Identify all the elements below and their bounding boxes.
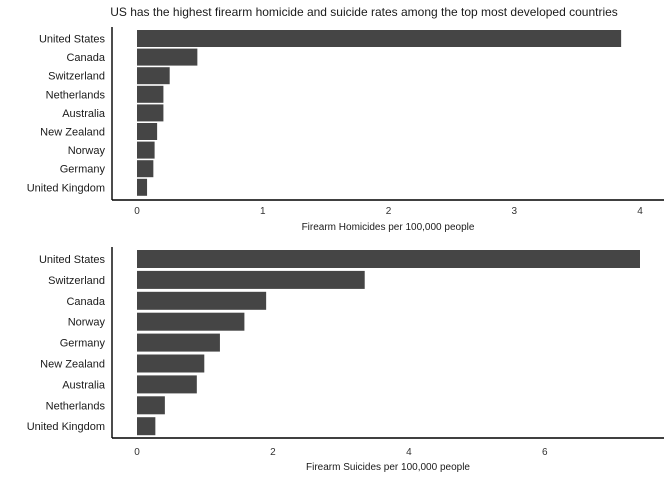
homicide-category-label-8: United Kingdom bbox=[27, 182, 105, 194]
suicide-x-axis-label: Firearm Suicides per 100,000 people bbox=[306, 462, 470, 473]
suicide-bar-4 bbox=[137, 333, 220, 352]
suicide-category-label-6: Australia bbox=[62, 379, 106, 391]
suicide-x-tick-2: 4 bbox=[406, 447, 412, 458]
homicide-category-label-7: Germany bbox=[60, 164, 106, 176]
suicide-category-label-4: Germany bbox=[60, 338, 106, 350]
homicide-bar-5 bbox=[137, 123, 158, 140]
homicide-x-axis-label: Firearm Homicides per 100,000 people bbox=[302, 222, 475, 233]
homicide-category-label-5: New Zealand bbox=[40, 127, 105, 139]
suicide-category-label-3: Norway bbox=[68, 317, 106, 329]
suicide-category-label-8: United Kingdom bbox=[27, 421, 105, 433]
homicide-bar-4 bbox=[137, 104, 164, 122]
homicide-bar-2 bbox=[137, 67, 170, 85]
homicide-category-label-4: Australia bbox=[62, 108, 106, 120]
suicide-bar-1 bbox=[137, 270, 365, 289]
suicide-bar-2 bbox=[137, 291, 267, 310]
homicide-bar-6 bbox=[137, 141, 155, 159]
homicide-x-tick-4: 4 bbox=[637, 206, 643, 217]
suicide-bar-8 bbox=[137, 417, 156, 436]
homicide-category-label-1: Canada bbox=[66, 52, 105, 64]
homicide-bar-0 bbox=[137, 30, 622, 47]
suicide-bar-5 bbox=[137, 354, 205, 373]
homicide-category-label-2: Switzerland bbox=[48, 71, 105, 83]
homicide-category-label-6: Norway bbox=[68, 145, 106, 157]
suicide-x-tick-3: 6 bbox=[542, 447, 548, 458]
suicide-bar-7 bbox=[137, 396, 165, 415]
suicide-bar-0 bbox=[137, 250, 640, 268]
homicide-bar-8 bbox=[137, 178, 148, 196]
homicide-panel: United States Canada Switzerland Netherland… bbox=[27, 27, 664, 233]
homicide-x-tick-0: 0 bbox=[134, 206, 140, 217]
homicide-bar-3 bbox=[137, 85, 164, 103]
suicide-x-tick-1: 2 bbox=[270, 447, 276, 458]
homicide-category-label-3: Netherlands bbox=[46, 89, 106, 101]
suicide-category-label-5: New Zealand bbox=[40, 359, 105, 371]
suicide-panel: United States Switzerland Canada Norway Germ… bbox=[27, 247, 664, 473]
chart-title: US has the highest firearm homicide and … bbox=[110, 5, 618, 19]
suicide-category-label-0: United States bbox=[39, 254, 106, 266]
suicide-x-tick-0: 0 bbox=[134, 447, 140, 458]
homicide-x-tick-2: 2 bbox=[386, 206, 392, 217]
homicide-x-tick-1: 1 bbox=[260, 206, 266, 217]
suicide-category-label-2: Canada bbox=[66, 296, 105, 308]
suicide-category-label-1: Switzerland bbox=[48, 275, 105, 287]
suicide-category-label-7: Netherlands bbox=[46, 400, 106, 412]
suicide-bar-3 bbox=[137, 312, 245, 331]
homicide-bar-7 bbox=[137, 160, 154, 178]
suicide-bar-6 bbox=[137, 375, 197, 394]
homicide-x-tick-3: 3 bbox=[511, 206, 517, 217]
homicide-category-label-0: United States bbox=[39, 34, 106, 46]
homicide-bar-1 bbox=[137, 48, 198, 66]
